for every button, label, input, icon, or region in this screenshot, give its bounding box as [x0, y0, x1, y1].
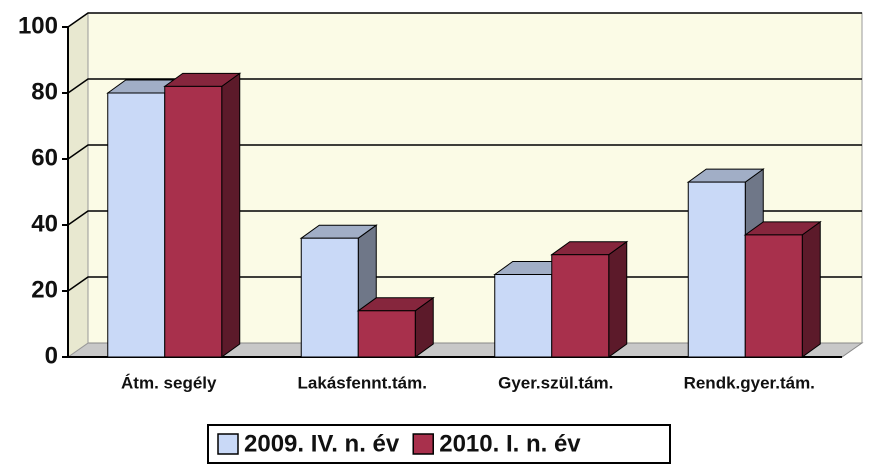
bar-side: [608, 240, 628, 358]
bar-side: [221, 72, 241, 358]
y-tick-label: 20: [31, 276, 58, 303]
legend-swatch: [217, 433, 239, 455]
grid-line: [67, 12, 862, 28]
legend-label: 2009. IV. n. év: [244, 430, 400, 457]
y-tick-label: 60: [31, 144, 58, 171]
x-tick-label: Átm. segély: [121, 373, 217, 392]
x-tick-label: Rendk.gyer.tám.: [684, 373, 815, 392]
y-tick-label: 100: [18, 12, 58, 39]
legend-swatch: [412, 433, 434, 455]
y-tick-label: 80: [31, 78, 58, 105]
y-tick-label: 40: [31, 210, 58, 237]
bar-front: [551, 254, 610, 358]
bar-front: [357, 310, 416, 358]
bar: [743, 220, 822, 358]
bar-front: [494, 274, 553, 358]
legend-label: 2010. I. n. év: [439, 430, 581, 457]
bar-side: [801, 220, 821, 358]
bar-front: [164, 85, 223, 358]
bar: [550, 240, 629, 358]
bar-front: [687, 181, 746, 358]
bar-front: [300, 237, 359, 358]
bar-front: [744, 234, 803, 358]
grid-line: [67, 78, 862, 94]
bar: [163, 72, 242, 358]
x-tick-label: Gyer.szül.tám.: [498, 373, 613, 392]
legend: [207, 424, 671, 464]
bar-front: [107, 92, 166, 358]
bar: [356, 296, 435, 358]
side-wall: [67, 12, 89, 358]
y-tick-label: 0: [45, 342, 58, 369]
x-tick-label: Lakásfennt.tám.: [298, 373, 427, 392]
grid-line: [67, 210, 862, 226]
grid-line: [67, 144, 862, 160]
